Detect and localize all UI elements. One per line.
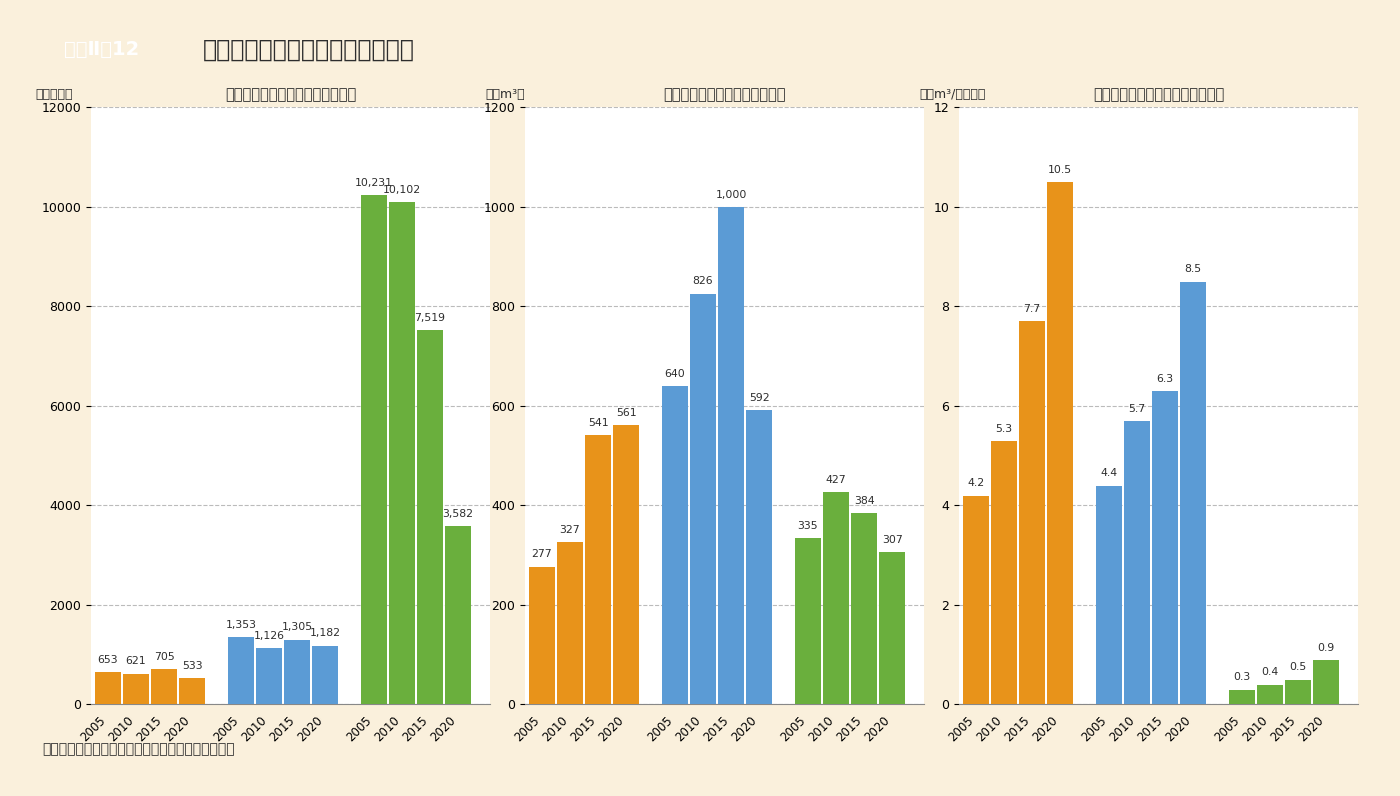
Text: 5.3: 5.3 — [995, 423, 1012, 434]
Bar — [690, 294, 715, 704]
Text: 0.9: 0.9 — [1317, 642, 1334, 653]
Bar — [1019, 322, 1044, 704]
Bar — [557, 542, 582, 704]
Text: 1,353: 1,353 — [225, 620, 256, 630]
Bar — [1257, 685, 1282, 704]
Bar — [991, 441, 1016, 704]
Text: 組織形態別の素材生産量等の推移: 組織形態別の素材生産量等の推移 — [203, 37, 414, 61]
Bar — [123, 673, 148, 704]
Text: （千m³/経営体）: （千m³/経営体） — [920, 88, 986, 101]
Bar — [823, 492, 848, 704]
Title: 【１経営体当たりの素材生産量】: 【１経営体当たりの素材生産量】 — [1093, 87, 1224, 102]
Text: 6.3: 6.3 — [1156, 374, 1173, 384]
Bar — [445, 526, 470, 704]
Text: （経営体）: （経営体） — [35, 88, 73, 101]
Text: 0.3: 0.3 — [1233, 673, 1250, 682]
Text: 5.7: 5.7 — [1128, 404, 1145, 414]
Text: 640: 640 — [665, 369, 685, 379]
Bar — [1229, 689, 1254, 704]
Bar — [284, 639, 309, 704]
Text: 0.4: 0.4 — [1261, 667, 1278, 677]
Bar — [389, 202, 414, 704]
Text: 10,102: 10,102 — [382, 185, 421, 195]
Bar — [795, 538, 820, 704]
Text: 資料Ⅱ－12: 資料Ⅱ－12 — [64, 41, 139, 59]
Text: （万m³）: （万m³） — [486, 88, 525, 101]
Text: 307: 307 — [882, 535, 903, 544]
Text: 資料：農林水産省「農林業センサス」（組替集計）: 資料：農林水産省「農林業センサス」（組替集計） — [42, 742, 235, 756]
Bar — [1124, 421, 1149, 704]
Bar — [662, 386, 687, 704]
Text: 533: 533 — [182, 661, 203, 671]
Bar — [179, 678, 204, 704]
Text: 541: 541 — [588, 418, 609, 428]
Bar — [1180, 282, 1205, 704]
Text: 10,231: 10,231 — [354, 178, 393, 189]
Text: 335: 335 — [798, 521, 818, 531]
Text: 826: 826 — [693, 276, 713, 287]
Text: 10.5: 10.5 — [1049, 165, 1072, 175]
Text: 561: 561 — [616, 408, 637, 418]
Text: 277: 277 — [532, 549, 552, 560]
Text: 1,000: 1,000 — [715, 189, 746, 200]
Bar — [746, 410, 771, 704]
Text: 7,519: 7,519 — [414, 313, 445, 323]
Text: 4.4: 4.4 — [1100, 468, 1117, 478]
Text: 327: 327 — [560, 525, 580, 535]
Text: 1,305: 1,305 — [281, 622, 312, 632]
Bar — [1313, 660, 1338, 704]
Bar — [95, 672, 120, 704]
Bar — [585, 435, 610, 704]
Text: 384: 384 — [854, 496, 875, 506]
Bar — [256, 649, 281, 704]
Text: 1,182: 1,182 — [309, 629, 340, 638]
Bar — [312, 646, 337, 704]
Text: 3,582: 3,582 — [442, 509, 473, 519]
Text: 7.7: 7.7 — [1023, 304, 1040, 314]
Title: 【素材生産を行う林業経営体数】: 【素材生産を行う林業経営体数】 — [225, 87, 356, 102]
Bar — [879, 552, 904, 704]
Text: 8.5: 8.5 — [1184, 264, 1201, 275]
Bar — [851, 513, 876, 704]
Bar — [529, 567, 554, 704]
Text: 0.5: 0.5 — [1289, 662, 1306, 673]
Title: 【組織形態別の総素材生産量】: 【組織形態別の総素材生産量】 — [664, 87, 785, 102]
Bar — [1152, 391, 1177, 704]
Bar — [228, 637, 253, 704]
Bar — [1096, 486, 1121, 704]
Text: 4.2: 4.2 — [967, 478, 984, 488]
Text: 592: 592 — [749, 392, 770, 403]
Bar — [151, 669, 176, 704]
Text: 705: 705 — [154, 652, 175, 662]
Text: 653: 653 — [98, 655, 118, 665]
Text: 427: 427 — [826, 475, 846, 485]
Bar — [417, 330, 442, 704]
Bar — [1047, 182, 1072, 704]
Text: 621: 621 — [126, 657, 146, 666]
Bar — [613, 425, 638, 704]
Bar — [361, 196, 386, 704]
Text: 1,126: 1,126 — [253, 631, 284, 642]
Bar — [963, 495, 988, 704]
Bar — [1285, 680, 1310, 704]
Bar — [718, 207, 743, 704]
